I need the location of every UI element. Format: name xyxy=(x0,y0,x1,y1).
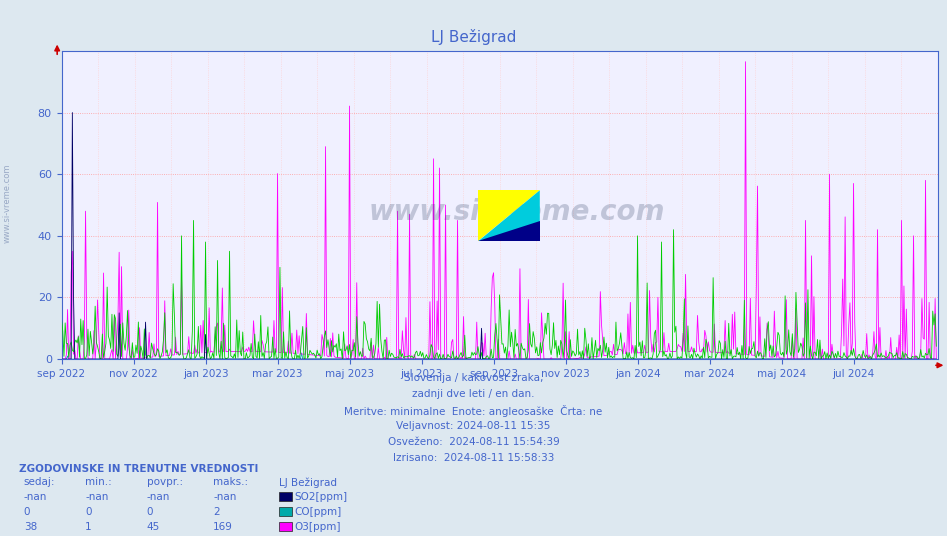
Text: Veljavnost: 2024-08-11 15:35: Veljavnost: 2024-08-11 15:35 xyxy=(396,421,551,431)
Text: -nan: -nan xyxy=(213,492,237,502)
Text: 1: 1 xyxy=(85,522,92,532)
Text: 169: 169 xyxy=(213,522,233,532)
Polygon shape xyxy=(478,190,540,241)
Text: -nan: -nan xyxy=(85,492,109,502)
Text: Izrisano:  2024-08-11 15:58:33: Izrisano: 2024-08-11 15:58:33 xyxy=(393,453,554,463)
Text: -nan: -nan xyxy=(147,492,170,502)
Text: LJ Bežigrad: LJ Bežigrad xyxy=(279,477,337,488)
Polygon shape xyxy=(478,221,540,241)
Text: SO2[ppm]: SO2[ppm] xyxy=(295,492,348,502)
Polygon shape xyxy=(478,190,540,241)
Text: www.si-vreme.com: www.si-vreme.com xyxy=(368,198,665,226)
Text: zadnji dve leti / en dan.: zadnji dve leti / en dan. xyxy=(412,389,535,399)
Text: 0: 0 xyxy=(24,507,30,517)
Text: 2: 2 xyxy=(213,507,220,517)
Text: www.si-vreme.com: www.si-vreme.com xyxy=(3,164,12,243)
Text: min.:: min.: xyxy=(85,477,112,487)
Text: Meritve: minimalne  Enote: angleosaške  Črta: ne: Meritve: minimalne Enote: angleosaške Čr… xyxy=(345,405,602,416)
Text: maks.:: maks.: xyxy=(213,477,248,487)
Text: povpr.:: povpr.: xyxy=(147,477,183,487)
Text: 38: 38 xyxy=(24,522,37,532)
Text: Slovenija / kakovost zraka,: Slovenija / kakovost zraka, xyxy=(403,373,544,383)
Text: O3[ppm]: O3[ppm] xyxy=(295,522,341,532)
Text: sedaj:: sedaj: xyxy=(24,477,55,487)
Text: 0: 0 xyxy=(147,507,153,517)
Text: 0: 0 xyxy=(85,507,92,517)
Text: 45: 45 xyxy=(147,522,160,532)
Text: ZGODOVINSKE IN TRENUTNE VREDNOSTI: ZGODOVINSKE IN TRENUTNE VREDNOSTI xyxy=(19,464,259,474)
Text: CO[ppm]: CO[ppm] xyxy=(295,507,342,517)
Text: Osveženo:  2024-08-11 15:54:39: Osveženo: 2024-08-11 15:54:39 xyxy=(387,437,560,447)
Text: LJ Bežigrad: LJ Bežigrad xyxy=(431,29,516,46)
Text: -nan: -nan xyxy=(24,492,47,502)
